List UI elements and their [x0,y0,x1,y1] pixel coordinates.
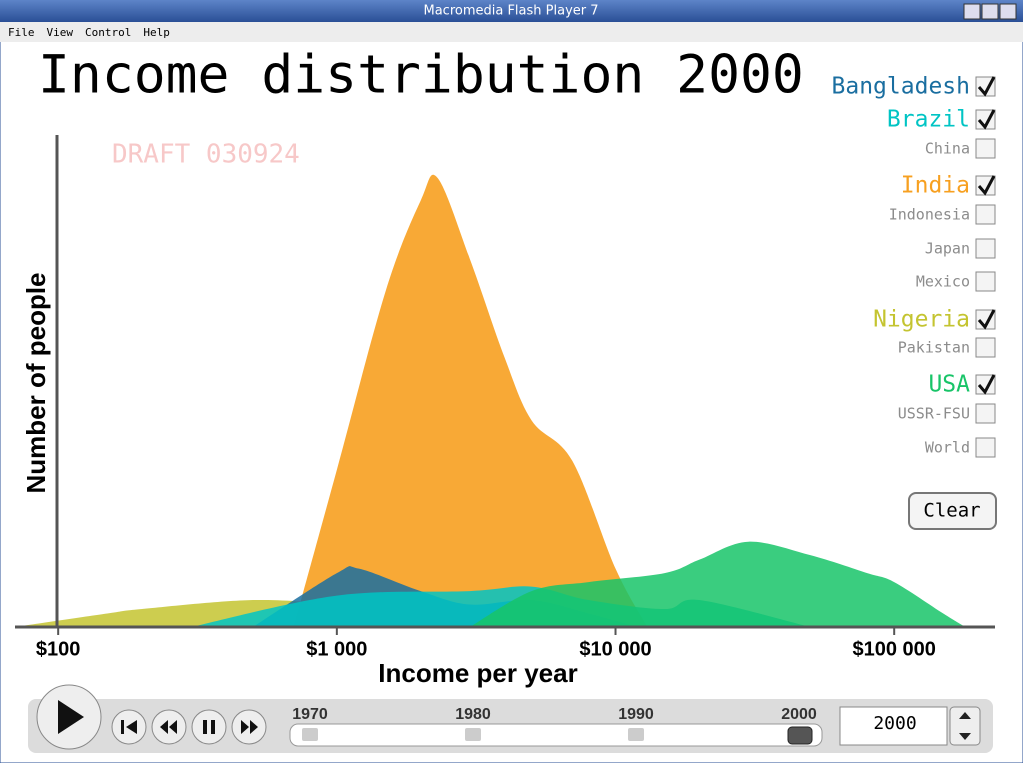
menu-bar [0,22,1023,42]
slider-track[interactable] [289,723,823,747]
timeline-label: 1970 [292,706,328,723]
year-box[interactable] [839,706,948,746]
timeline-tick [302,728,318,741]
check-mark [977,76,996,97]
checkbox[interactable] [975,437,996,458]
chart-title: Income distribution 2000 [38,45,804,106]
window-title: Macromedia Flash Player 7 [423,4,598,19]
timeline-label: 1980 [455,706,491,723]
year-spinner[interactable] [949,706,981,746]
area [469,541,966,627]
legend-label[interactable]: Bangladesh [832,74,970,100]
legend-label[interactable]: Mexico [916,273,970,291]
check-mark [977,374,996,395]
checkbox[interactable] [975,204,996,225]
timeline-tick [628,728,644,741]
window-buttons[interactable] [963,3,1017,20]
checkbox[interactable] [975,138,996,159]
legend-label[interactable]: Indonesia [889,206,970,224]
spinner-arrows [959,712,971,740]
check-mark [977,309,996,330]
legend-label[interactable]: Brazil [887,107,970,133]
x-tick-label: $100 [36,638,81,660]
checkbox[interactable] [975,403,996,424]
timeline-tick [465,728,481,741]
play-icon [58,700,84,734]
clear-label: Clear [923,500,980,522]
menu-item[interactable]: View [47,26,74,39]
check-mark [977,109,996,130]
watermark: DRAFT 030924 [112,140,300,170]
maximize[interactable] [981,3,999,20]
close[interactable] [999,3,1017,20]
x-tick-label: $100 000 [852,638,935,660]
timeline-label: 2000 [781,706,817,723]
menu-item[interactable]: File [8,26,35,39]
legend-label[interactable]: India [901,173,970,199]
x-axis-label: Income per year [378,658,577,688]
pause-button[interactable] [191,709,227,745]
checkbox[interactable] [975,238,996,259]
legend-label[interactable]: China [925,140,970,158]
legend-label[interactable]: USSR-FSU [898,405,970,423]
title-bar [0,0,1023,22]
x-tick-label: $10 000 [579,638,651,660]
area [293,174,648,628]
check-mark [977,175,996,196]
checkbox[interactable] [975,337,996,358]
button-icons [121,720,258,734]
legend-label[interactable]: Nigeria [873,307,970,333]
slider-thumb[interactable] [787,726,813,745]
legend-label[interactable]: Pakistan [898,339,970,357]
legend-label[interactable]: World [925,439,970,457]
year-value: 2000 [873,713,916,734]
clear-button[interactable] [908,492,997,530]
menu-item[interactable]: Help [143,26,170,39]
menu-item[interactable]: Control [85,26,131,39]
y-axis-label: Number of people [21,272,51,493]
minimize[interactable] [963,3,981,20]
checkbox[interactable] [975,271,996,292]
timeline-label: 1990 [618,706,654,723]
x-tick-label: $1 000 [306,638,367,660]
legend-label[interactable]: Japan [925,240,970,258]
legend-label[interactable]: USA [928,372,970,398]
